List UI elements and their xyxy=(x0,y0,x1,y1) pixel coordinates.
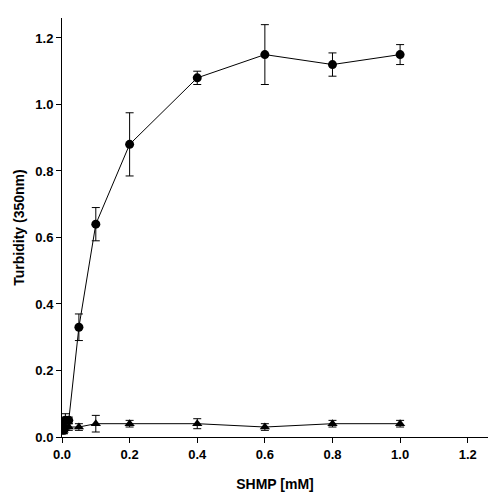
svg-text:0.0: 0.0 xyxy=(53,447,71,462)
svg-text:SHMP [mM]: SHMP [mM] xyxy=(236,476,314,492)
svg-text:0.8: 0.8 xyxy=(323,447,341,462)
svg-text:1.2: 1.2 xyxy=(35,31,53,46)
svg-text:0.6: 0.6 xyxy=(35,230,53,245)
svg-text:1.0: 1.0 xyxy=(35,97,53,112)
svg-text:1.2: 1.2 xyxy=(459,447,477,462)
svg-text:0.0: 0.0 xyxy=(35,430,53,445)
svg-text:0.2: 0.2 xyxy=(121,447,139,462)
svg-text:0.4: 0.4 xyxy=(35,297,54,312)
svg-text:0.4: 0.4 xyxy=(188,447,207,462)
svg-text:0.2: 0.2 xyxy=(35,363,53,378)
svg-text:0.6: 0.6 xyxy=(256,447,274,462)
svg-text:0.8: 0.8 xyxy=(35,164,53,179)
svg-text:Turbidity (350nm): Turbidity (350nm) xyxy=(11,169,27,285)
svg-text:1.0: 1.0 xyxy=(391,447,409,462)
